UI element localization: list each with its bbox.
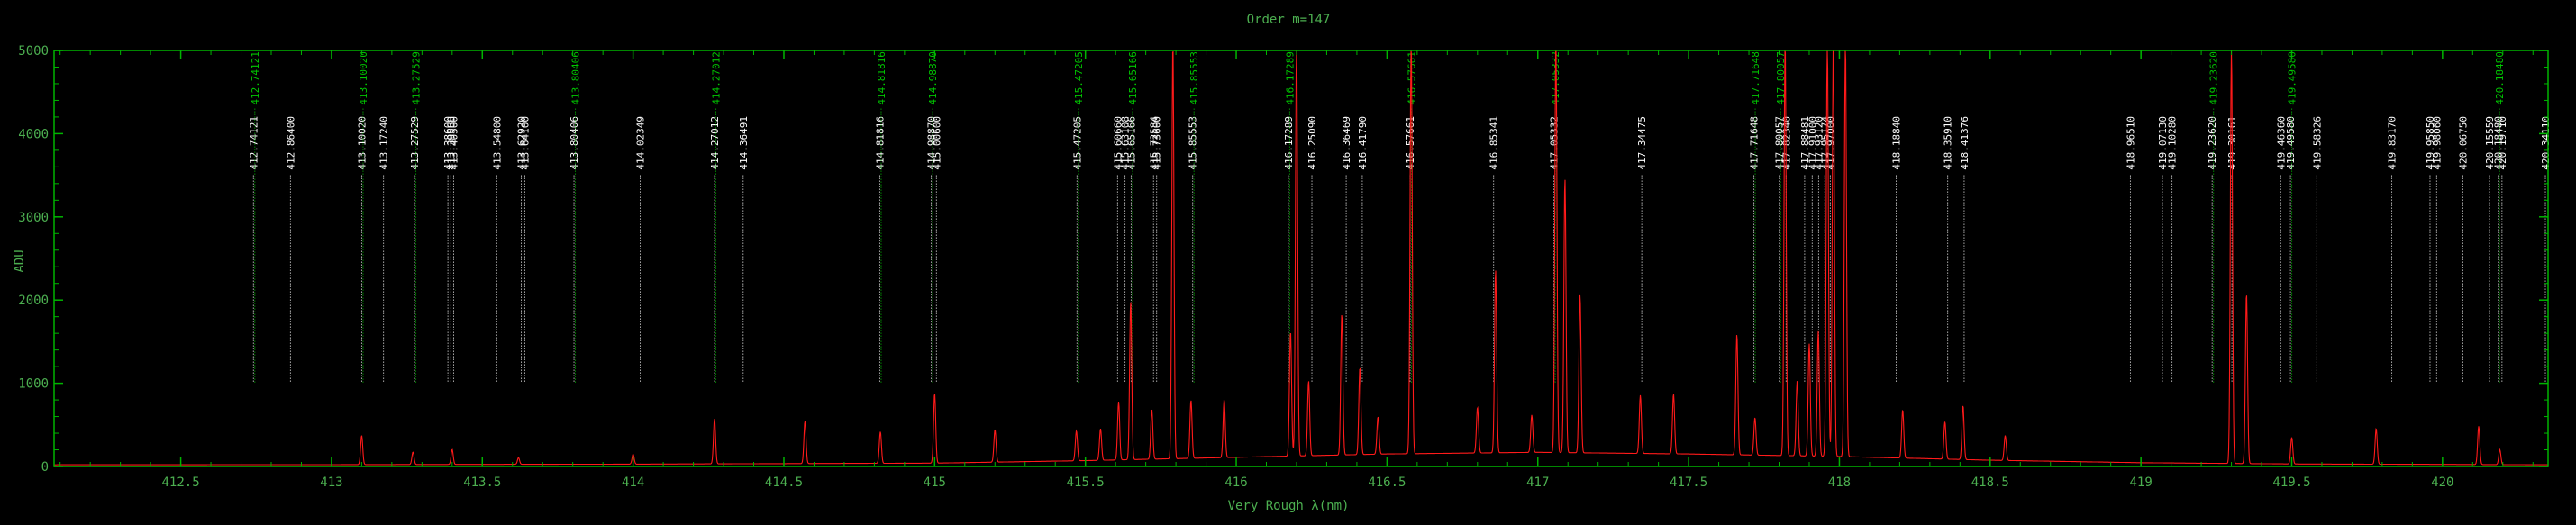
identified-line-label: 413.10020 (356, 116, 368, 170)
y-tick-label: 3000 (18, 211, 49, 225)
x-tick-label: 419.5 (2272, 475, 2310, 490)
identified-line-label: 418.18840 (1891, 116, 1903, 170)
identified-line-label: 419.23620 (2207, 116, 2218, 170)
identified-line-label: 417.71648 (1749, 116, 1761, 170)
identified-line-label: 417.82340 (1780, 116, 1792, 170)
identified-line-label: 416.85341 (1488, 116, 1500, 170)
identified-line-label: 415.73600 (1151, 116, 1163, 170)
identified-line-label: 417.34475 (1636, 116, 1648, 170)
catalog-line-label: 416.17289 (1284, 51, 1296, 105)
identified-line-label: 416.41790 (1357, 116, 1369, 170)
identified-line-label: 413.17240 (378, 116, 390, 170)
catalog-line-label: 413.27529 (411, 51, 423, 105)
catalog-line-label: 420.18480 (2494, 51, 2506, 105)
x-tick-label: 416 (1224, 475, 1247, 490)
identified-line-label: 413.80406 (569, 116, 580, 170)
catalog-line-label: 415.85553 (1188, 51, 1200, 105)
x-tick-label: 417 (1526, 475, 1549, 490)
y-tick-label: 1000 (18, 377, 49, 392)
x-tick-label: 420 (2431, 475, 2453, 490)
catalog-line-label: 419.23620 (2208, 51, 2220, 105)
identified-line-label: 419.49580 (2285, 116, 2297, 170)
x-tick-label: 415 (924, 475, 946, 490)
identified-line-label: 415.65166 (1125, 116, 1137, 170)
identified-line-label: 417.05332 (1549, 116, 1561, 170)
x-tick-label: 412.5 (161, 475, 199, 490)
identified-line-label: 418.41376 (1959, 116, 1971, 170)
identified-line-label: 414.36491 (738, 116, 750, 170)
identified-line-label: 420.19710 (2497, 116, 2508, 170)
catalog-line-label: 415.47205 (1073, 51, 1085, 105)
identified-line-label: 420.34110 (2540, 116, 2552, 170)
identified-line-label: 418.35910 (1943, 116, 1954, 170)
x-tick-label: 418 (1828, 475, 1851, 490)
y-tick-label: 4000 (18, 127, 49, 141)
catalog-line-label: 417.71648 (1750, 51, 1761, 105)
identified-line-label: 415.85553 (1188, 116, 1199, 170)
identified-line-label: 413.27529 (409, 116, 421, 170)
catalog-line-label: 413.80406 (570, 51, 582, 105)
y-tick-label: 2000 (18, 294, 49, 308)
identified-line-label: 413.54800 (491, 116, 503, 170)
catalog-line-label: 414.27012 (711, 51, 723, 105)
catalog-line-label: 414.98870 (927, 51, 939, 105)
catalog-line-label: 413.10020 (358, 51, 369, 105)
x-tick-label: 418.5 (1971, 475, 2009, 490)
x-tick-label: 415.5 (1067, 475, 1105, 490)
x-tick-label: 416.5 (1368, 475, 1406, 490)
identified-line-label: 412.86400 (285, 116, 296, 170)
y-tick-label: 0 (41, 460, 49, 475)
x-tick-label: 414.5 (765, 475, 803, 490)
identified-line-label: 415.00600 (931, 116, 942, 170)
identified-line-label: 418.96510 (2125, 116, 2136, 170)
catalog-line-label: 419.49580 (2287, 51, 2298, 105)
x-tick-label: 417.5 (1670, 475, 1707, 490)
identified-line-label: 415.47205 (1071, 116, 1083, 170)
catalog-line-label: 412.74121 (250, 51, 261, 105)
identified-line-label: 413.40500 (448, 116, 460, 170)
identified-line-label: 416.17289 (1283, 116, 1295, 170)
x-tick-label: 413 (320, 475, 342, 490)
catalog-line-label: 415.65166 (1127, 51, 1139, 105)
x-tick-label: 414 (622, 475, 644, 490)
identified-line-label: 416.36469 (1341, 116, 1352, 170)
identified-line-label: 414.27012 (709, 116, 721, 170)
identified-line-label: 419.83170 (2387, 116, 2399, 170)
y-axis-label: ADU (13, 249, 27, 272)
identified-line-label: 419.10280 (2167, 116, 2179, 170)
identified-line-label: 419.58326 (2311, 116, 2323, 170)
identified-line-label: 420.06750 (2457, 116, 2469, 170)
x-tick-label: 419 (2130, 475, 2153, 490)
x-tick-label: 413.5 (463, 475, 501, 490)
identified-line-label: 414.81816 (874, 116, 886, 170)
catalog-line-label: 414.81816 (876, 51, 887, 105)
identified-line-label: 412.74121 (248, 116, 259, 170)
identified-line-label: 413.64100 (519, 116, 531, 170)
y-tick-label: 5000 (18, 44, 49, 59)
identified-line-label: 414.02349 (634, 116, 646, 170)
identified-line-label: 416.25090 (1306, 116, 1318, 170)
x-axis-label: Very Rough λ(nm) (1228, 499, 1350, 513)
chart-title: Order m=147 (1247, 13, 1331, 27)
identified-line-label: 419.98060 (2431, 116, 2443, 170)
